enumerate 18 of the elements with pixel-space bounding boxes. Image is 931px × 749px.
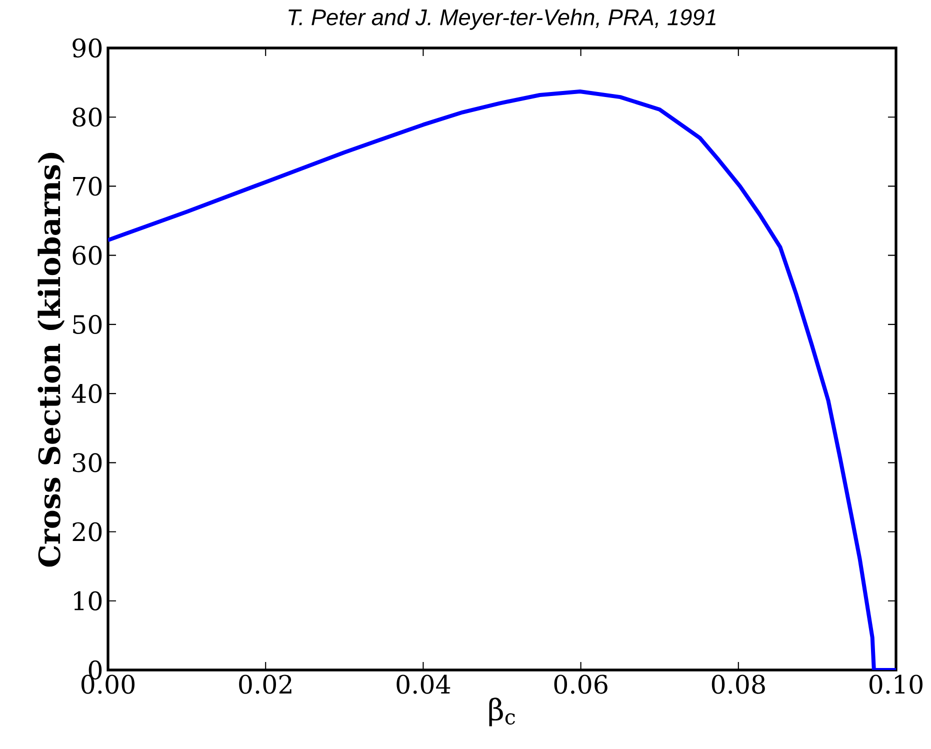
y-tick-label: 60 bbox=[72, 246, 102, 265]
x-tick-label: 0.02 bbox=[239, 674, 292, 694]
x-axis-title: β$_{c}$ bbox=[489, 698, 515, 726]
y-tick-label: 80 bbox=[72, 108, 102, 127]
line-series bbox=[108, 90, 896, 670]
y-tick-label: 30 bbox=[72, 453, 102, 472]
y-tick-label: 20 bbox=[72, 522, 102, 542]
x-tick-label: 0.10 bbox=[869, 674, 923, 694]
x-tick-label: 0.04 bbox=[396, 674, 450, 694]
y-tick-label: 50 bbox=[73, 314, 102, 334]
y-tick-label: 70 bbox=[73, 176, 102, 196]
chart-title: T. Peter and J. Meyer-ter-Vehn, PRA, 1991 bbox=[288, 8, 716, 30]
x-tick-label: 0.08 bbox=[712, 674, 765, 694]
y-tick-label: 10 bbox=[74, 591, 102, 610]
y-tick-label: 90 bbox=[72, 38, 102, 58]
y-axis-title: Cross Section (kilobarns) bbox=[38, 152, 65, 567]
y-tick-label: 40 bbox=[72, 384, 102, 404]
x-tick-label: 0.06 bbox=[554, 674, 608, 694]
